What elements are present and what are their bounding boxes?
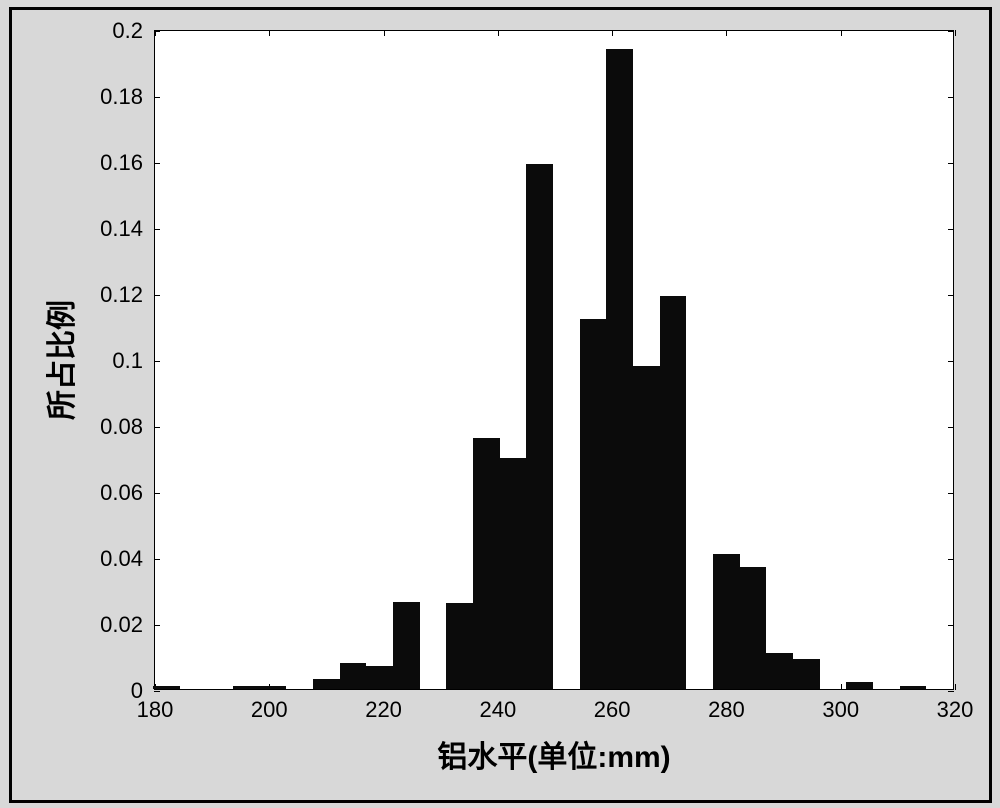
- y-tick: [154, 97, 160, 98]
- x-tick-top: [955, 30, 956, 36]
- y-tick-right: [948, 295, 954, 296]
- histogram-bar: [793, 659, 820, 689]
- figure-outer: 18020022024026028030032000.020.040.060.0…: [0, 0, 1000, 808]
- y-tick-right: [948, 625, 954, 626]
- y-tick-label: 0.14: [100, 216, 143, 242]
- histogram-bar: [580, 319, 607, 689]
- y-tick-right: [948, 427, 954, 428]
- histogram-bar: [233, 686, 260, 689]
- x-tick-label: 200: [251, 697, 288, 723]
- y-tick: [154, 625, 160, 626]
- x-tick-label: 280: [708, 697, 745, 723]
- y-tick: [154, 559, 160, 560]
- histogram-bar: [740, 567, 767, 689]
- x-axis-label: 铝水平(单位:mm): [437, 732, 670, 776]
- x-tick-label: 260: [594, 697, 631, 723]
- y-tick-right: [948, 97, 954, 98]
- x-tick-label: 220: [365, 697, 402, 723]
- x-tick-top: [612, 30, 613, 36]
- histogram-plot-area: 18020022024026028030032000.020.040.060.0…: [154, 30, 954, 690]
- y-tick-right: [948, 31, 954, 32]
- histogram-bar: [606, 49, 633, 689]
- histogram-bar: [660, 296, 687, 689]
- histogram-bar: [713, 554, 740, 689]
- y-tick: [154, 295, 160, 296]
- y-tick: [154, 163, 160, 164]
- histogram-bar: [446, 603, 473, 689]
- y-tick: [154, 691, 160, 692]
- histogram-bar: [153, 686, 180, 689]
- y-tick-label: 0.04: [100, 546, 143, 572]
- y-tick-right: [948, 361, 954, 362]
- y-tick-label: 0.12: [100, 282, 143, 308]
- y-tick: [154, 361, 160, 362]
- histogram-bar: [340, 663, 367, 689]
- x-tick-label: 300: [822, 697, 859, 723]
- y-tick-label: 0.06: [100, 480, 143, 506]
- x-tick: [841, 684, 842, 690]
- x-tick-top: [726, 30, 727, 36]
- histogram-bar: [846, 682, 873, 689]
- y-tick: [154, 31, 160, 32]
- y-tick-right: [948, 493, 954, 494]
- histogram-bar: [500, 458, 527, 689]
- y-tick-right: [948, 559, 954, 560]
- y-axis-label: 所占比例: [37, 300, 81, 420]
- y-tick-label: 0.2: [112, 18, 143, 44]
- histogram-bar: [526, 164, 553, 689]
- y-tick: [154, 427, 160, 428]
- y-tick-label: 0: [131, 678, 143, 704]
- x-tick-top: [269, 30, 270, 36]
- histogram-bar: [633, 366, 660, 689]
- x-tick-top: [384, 30, 385, 36]
- x-tick: [955, 684, 956, 690]
- y-tick-label: 0.16: [100, 150, 143, 176]
- histogram-bar: [366, 666, 393, 689]
- histogram-bar: [766, 653, 793, 689]
- histogram-bar: [260, 686, 287, 689]
- y-tick-label: 0.02: [100, 612, 143, 638]
- y-tick-right: [948, 163, 954, 164]
- y-tick-right: [948, 229, 954, 230]
- x-tick-top: [841, 30, 842, 36]
- x-tick-top: [498, 30, 499, 36]
- x-tick-label: 320: [937, 697, 974, 723]
- histogram-bar: [900, 686, 927, 689]
- y-tick: [154, 229, 160, 230]
- y-tick-label: 0.1: [112, 348, 143, 374]
- histogram-bar: [393, 602, 420, 689]
- y-tick: [154, 493, 160, 494]
- histogram-bar: [473, 438, 500, 689]
- y-tick-label: 0.18: [100, 84, 143, 110]
- histogram-bar: [313, 679, 340, 689]
- y-tick-right: [948, 691, 954, 692]
- x-tick-label: 240: [479, 697, 516, 723]
- y-tick-label: 0.08: [100, 414, 143, 440]
